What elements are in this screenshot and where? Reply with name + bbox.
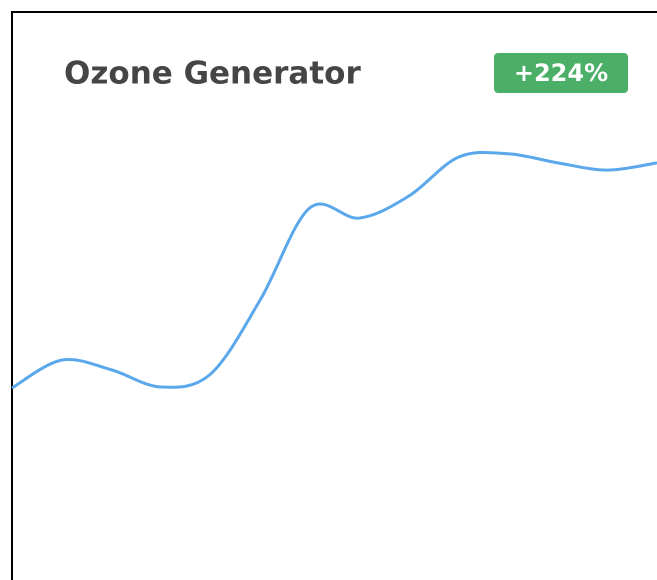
line (11, 150, 657, 390)
card (11, 11, 657, 580)
badge-bg (494, 53, 628, 93)
chart-title: Ozone Generator (64, 56, 361, 92)
badge: +224% (514, 59, 608, 87)
